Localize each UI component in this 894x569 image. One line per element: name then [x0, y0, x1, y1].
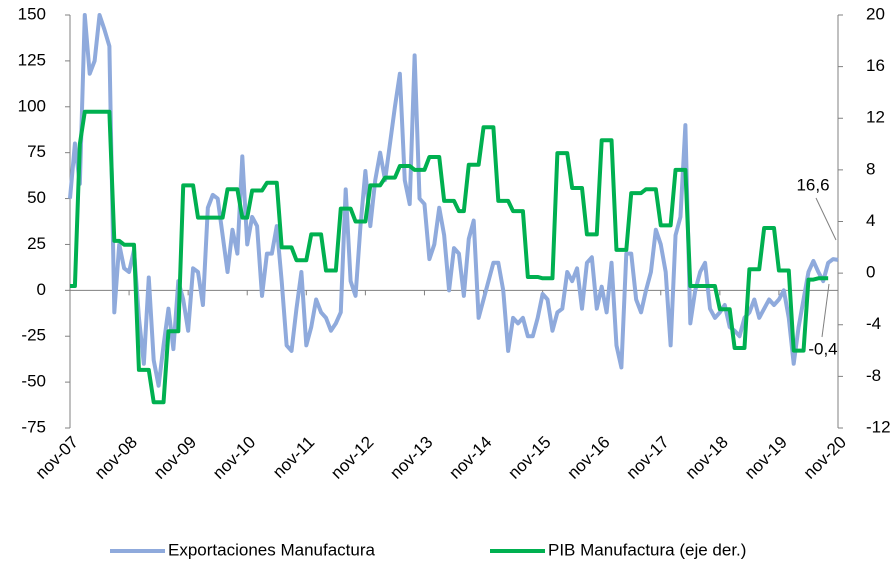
y-tick-label: 25 — [27, 234, 46, 253]
x-tick-label: nov-15 — [504, 433, 554, 483]
y2-tick-label: 12 — [866, 108, 885, 127]
x-tick-label: nov-11 — [269, 433, 318, 482]
y-tick-label: -50 — [21, 372, 46, 391]
annotation: 16,6 — [796, 175, 829, 194]
x-tick-label: nov-13 — [386, 433, 436, 483]
legend-label: Exportaciones Manufactura — [168, 540, 375, 559]
y2-tick-label: 20 — [866, 4, 885, 23]
series-line — [68, 13, 839, 388]
leader-line — [815, 197, 837, 241]
y2-tick-label: 16 — [866, 56, 885, 75]
y-tick-label: 125 — [18, 50, 46, 69]
y2-tick-label: 8 — [866, 159, 875, 178]
y-tick-label: 150 — [18, 4, 46, 23]
y2-tick-label: 0 — [866, 263, 875, 282]
x-tick-label: nov-18 — [682, 433, 732, 483]
y-tick-label: 100 — [18, 96, 46, 115]
x-tick-label: nov-07 — [32, 433, 82, 483]
x-tick-label: nov-19 — [741, 433, 791, 483]
y-tick-label: -75 — [21, 417, 46, 436]
x-tick-label: nov-14 — [445, 433, 495, 483]
y-tick-label: 0 — [37, 280, 46, 299]
y-tick-label: 50 — [27, 188, 46, 207]
y-tick-label: 75 — [27, 142, 46, 161]
leader-line — [821, 283, 830, 338]
y2-tick-label: -4 — [866, 314, 881, 333]
x-tick-label: nov-09 — [150, 433, 200, 483]
y2-tick-label: -12 — [866, 417, 891, 436]
x-tick-label: nov-10 — [209, 433, 259, 483]
x-tick-label: nov-08 — [91, 433, 141, 483]
x-tick-label: nov-17 — [623, 433, 673, 483]
series-line — [70, 109, 829, 405]
legend-label: PIB Manufactura (eje der.) — [548, 540, 746, 559]
x-tick-label: nov-16 — [563, 433, 613, 483]
x-tick-label: nov-12 — [327, 433, 377, 483]
annotation: -0,4 — [808, 339, 837, 358]
x-tick-label: nov-20 — [800, 433, 850, 483]
y2-tick-label: -8 — [866, 366, 881, 385]
y2-tick-label: 4 — [866, 211, 875, 230]
y-tick-label: -25 — [21, 326, 46, 345]
